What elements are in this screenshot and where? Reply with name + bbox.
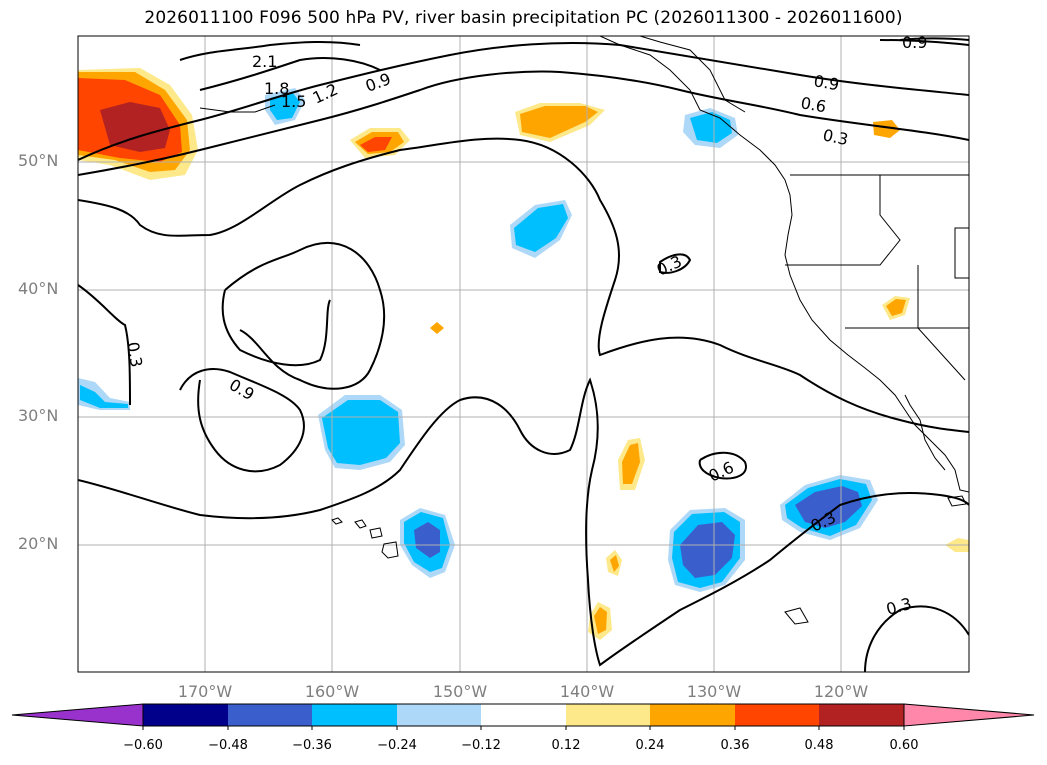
contour-label: 0.3 — [654, 252, 685, 280]
colorbar-outline — [142, 703, 905, 727]
colorbar-tick-label: −0.48 — [208, 738, 248, 753]
lon-label: 170°W — [177, 682, 233, 701]
precipitation-shading — [78, 68, 969, 640]
colorbar-cell — [312, 704, 397, 726]
lon-label: 150°W — [432, 682, 488, 701]
lon-label: 130°W — [686, 682, 742, 701]
map-canvas: 2.1 1.8 1.5 1.2 0.9 0.9 0.9 0.6 0.3 0.3 … — [77, 33, 970, 673]
colorbar-tick-label: 0.48 — [804, 738, 834, 753]
colorbar-cell — [650, 704, 735, 726]
contour-label: 0.6 — [799, 93, 827, 116]
colorbar-cell — [819, 704, 904, 726]
colorbar-tick-label: 0.36 — [720, 738, 750, 753]
colorbar-tick-label: 0.12 — [551, 738, 581, 753]
contour-label: 1.5 — [281, 92, 306, 111]
lat-label: 40°N — [18, 279, 59, 298]
map-frame — [77, 35, 970, 673]
colorbar-extend-max — [903, 703, 1035, 727]
contour-label: 1.2 — [310, 80, 341, 108]
map-title: 2026011100 F096 500 hPa PV, river basin … — [144, 8, 903, 28]
lon-label: 160°W — [304, 682, 360, 701]
lat-label: 20°N — [18, 534, 59, 553]
contour-label: 0.6 — [706, 458, 737, 486]
contour-label: 2.1 — [252, 52, 277, 71]
colorbar-tick-label: 0.60 — [889, 738, 919, 753]
contour-label: 0.9 — [812, 71, 840, 94]
colorbar-extend-min — [11, 703, 144, 727]
contour-label: 1.8 — [264, 79, 289, 98]
colorbar — [11, 703, 1035, 730]
contour-label: 0.3 — [821, 125, 850, 149]
colorbar-cell — [481, 704, 566, 726]
coastlines — [199, 36, 969, 625]
colorbar-tick-label: 0.24 — [635, 738, 665, 753]
lon-label: 140°W — [559, 682, 615, 701]
colorbar-tick-label: −0.60 — [123, 738, 163, 753]
lon-label: 120°W — [813, 682, 869, 701]
contour-label: 0.9 — [902, 33, 927, 52]
colorbar-cell — [566, 704, 650, 726]
lat-label: 50°N — [18, 151, 59, 170]
colorbar-cell — [397, 704, 481, 726]
contour-label: 0.3 — [884, 594, 914, 619]
colorbar-cell — [143, 704, 228, 726]
pv-contours — [78, 37, 969, 672]
colorbar-cell — [735, 704, 819, 726]
colorbar-tick-label: −0.12 — [461, 738, 501, 753]
colorbar-cell — [228, 704, 312, 726]
colorbar-tick-label: −0.24 — [377, 738, 417, 753]
lat-label: 30°N — [18, 406, 59, 425]
contour-label: 0.9 — [226, 375, 258, 404]
contour-label: 0.3 — [123, 340, 146, 368]
colorbar-tick-label: −0.36 — [292, 738, 332, 753]
